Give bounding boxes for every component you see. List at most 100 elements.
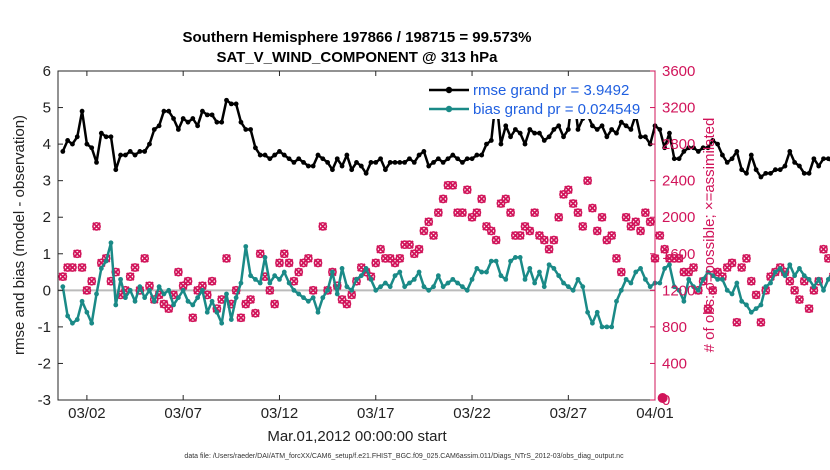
obs-possible-marker bbox=[87, 276, 97, 286]
rmse-point bbox=[310, 163, 316, 169]
rmse-point bbox=[825, 156, 830, 162]
obs-assimilated-marker bbox=[198, 281, 207, 291]
obs-possible-marker bbox=[472, 208, 482, 218]
obs-point bbox=[756, 317, 766, 327]
rmse-point bbox=[508, 134, 513, 140]
rmse-point bbox=[257, 152, 263, 158]
obs-assimilated-marker bbox=[280, 249, 289, 259]
bias-point bbox=[224, 291, 229, 297]
bias-point bbox=[642, 276, 648, 282]
bias-point bbox=[633, 269, 639, 275]
obs-point bbox=[371, 258, 381, 268]
rmse-point bbox=[474, 152, 480, 158]
obs-point bbox=[612, 253, 621, 263]
obs-assimilated-marker bbox=[207, 276, 217, 286]
rmse-point bbox=[281, 152, 287, 158]
bias-point bbox=[113, 302, 119, 308]
obs-possible-marker bbox=[284, 258, 294, 268]
obs-assimilated-marker bbox=[188, 313, 198, 322]
left-tick-label: -3 bbox=[38, 392, 51, 409]
obs-assimilated-marker bbox=[631, 217, 640, 227]
bias-point bbox=[676, 287, 682, 293]
obs-possible-marker bbox=[125, 272, 135, 282]
obs-assimilated-marker bbox=[342, 299, 352, 309]
bias-point bbox=[214, 309, 220, 315]
rmse-point bbox=[720, 152, 725, 158]
rmse-point bbox=[594, 127, 600, 132]
bias-point bbox=[228, 317, 234, 322]
rmse-point bbox=[190, 116, 196, 121]
rmse-point bbox=[667, 130, 672, 136]
bias-point bbox=[330, 269, 335, 275]
obs-possible-marker bbox=[732, 317, 742, 327]
obs-point bbox=[207, 276, 217, 286]
rmse-point bbox=[498, 141, 504, 147]
bias-point bbox=[89, 320, 95, 326]
rmse-point bbox=[445, 156, 451, 162]
obs-assimilated-marker bbox=[246, 295, 255, 304]
rmse-point bbox=[532, 130, 538, 136]
obs-point bbox=[125, 272, 135, 282]
rmse-point bbox=[411, 159, 417, 165]
obs-point bbox=[222, 253, 231, 263]
obs-possible-marker bbox=[395, 253, 405, 263]
bias-point bbox=[137, 284, 143, 290]
bias-point bbox=[797, 266, 802, 271]
obs-possible-marker bbox=[458, 208, 467, 218]
bias-point bbox=[580, 284, 586, 290]
bias-point bbox=[257, 280, 263, 286]
obs-assimilated-marker bbox=[790, 286, 799, 295]
obs-assimilated-marker bbox=[284, 258, 294, 268]
obs-assimilated-marker bbox=[751, 290, 761, 300]
obs-point bbox=[140, 253, 150, 263]
bias-point bbox=[739, 298, 745, 304]
obs-point bbox=[198, 281, 207, 291]
obs-possible-marker bbox=[72, 249, 82, 259]
bias-point bbox=[267, 280, 273, 286]
left-axis-ticks: -3 -2 -1 0 1 2 3 4 5 6 bbox=[38, 63, 63, 409]
obs-possible-marker bbox=[554, 212, 564, 222]
obs-possible-marker bbox=[491, 235, 501, 245]
rmse-point bbox=[460, 159, 465, 165]
obs-possible-marker bbox=[313, 258, 323, 268]
bias-point bbox=[407, 280, 412, 286]
obs-possible-marker bbox=[549, 235, 559, 245]
right-tick-label: 800 bbox=[662, 319, 687, 336]
rmse-point bbox=[739, 167, 745, 173]
obs-possible-marker bbox=[241, 299, 251, 309]
bias-point bbox=[373, 287, 379, 293]
obs-possible-marker bbox=[294, 267, 304, 277]
obs-point bbox=[448, 180, 458, 190]
bias-point bbox=[638, 266, 643, 271]
right-tick-label: 0 bbox=[662, 392, 670, 409]
rmse-point bbox=[734, 149, 740, 154]
obs-possible-marker bbox=[342, 299, 352, 309]
rmse-point bbox=[373, 159, 379, 165]
obs-point bbox=[173, 267, 183, 277]
bias-point bbox=[541, 284, 547, 290]
bias-point bbox=[532, 280, 538, 286]
bias-point bbox=[60, 284, 66, 290]
obs-point bbox=[636, 226, 645, 236]
obs-possible-marker bbox=[819, 244, 828, 254]
left-tick-label: 0 bbox=[43, 282, 51, 299]
obs-assimilated-marker bbox=[477, 194, 486, 204]
right-tick-label: 400 bbox=[662, 355, 687, 372]
bias-point bbox=[195, 295, 201, 301]
rmse-point bbox=[301, 159, 306, 165]
obs-point bbox=[294, 267, 304, 277]
bias-point bbox=[575, 276, 581, 282]
rmse-point bbox=[768, 170, 773, 176]
obs-possible-marker bbox=[631, 217, 641, 227]
obs-point bbox=[130, 263, 140, 272]
obs-point bbox=[87, 276, 97, 286]
obs-possible-marker bbox=[645, 217, 655, 227]
rmse-point bbox=[214, 119, 220, 125]
bias-point bbox=[397, 269, 403, 275]
bias-point bbox=[368, 276, 374, 282]
rmse-point bbox=[65, 138, 71, 143]
obs-possible-marker bbox=[477, 194, 487, 204]
obs-assimilated-marker bbox=[448, 180, 458, 190]
obs-possible-marker bbox=[703, 304, 713, 314]
obs-point bbox=[597, 212, 607, 222]
